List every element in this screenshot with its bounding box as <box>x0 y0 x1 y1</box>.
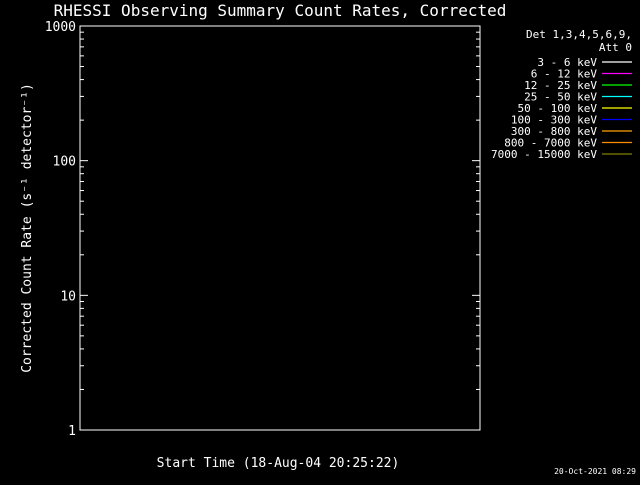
y-tick-label-2: 100 <box>53 155 76 170</box>
y-tick-label-0: 1 <box>68 424 76 439</box>
y-tick-label-1: 10 <box>60 289 76 304</box>
legend-label-3: 25 - 50 keV <box>524 91 597 104</box>
legend-label-7: 800 - 7000 keV <box>504 137 597 150</box>
legend-header-line1: Det 1,3,4,5,6,9, <box>526 28 632 41</box>
legend-label-6: 300 - 800 keV <box>511 125 597 138</box>
x-axis-label: Start Time (18-Aug-04 20:25:22) <box>157 456 400 471</box>
legend-label-8: 7000 - 15000 keV <box>491 148 597 161</box>
y-tick-label-3: 1000 <box>45 20 76 35</box>
legend-label-1: 6 - 12 keV <box>531 68 598 81</box>
legend-label-4: 50 - 100 keV <box>518 102 598 115</box>
timestamp: 20-Oct-2021 08:29 <box>554 467 636 476</box>
chart-title: RHESSI Observing Summary Count Rates, Co… <box>54 1 507 20</box>
axes: 20:3020:4521:0021:1521:3021:4522:0011010… <box>45 20 481 439</box>
legend-label-2: 12 - 25 keV <box>524 79 597 92</box>
legend-header-line2: Att 0 <box>599 41 632 54</box>
y-axis-label: Corrected Count Rate (s⁻¹ detector⁻¹) <box>20 83 35 373</box>
plot-frame <box>79 25 481 431</box>
legend-label-0: 3 - 6 keV <box>537 56 597 69</box>
legend-label-5: 100 - 300 keV <box>511 114 597 127</box>
